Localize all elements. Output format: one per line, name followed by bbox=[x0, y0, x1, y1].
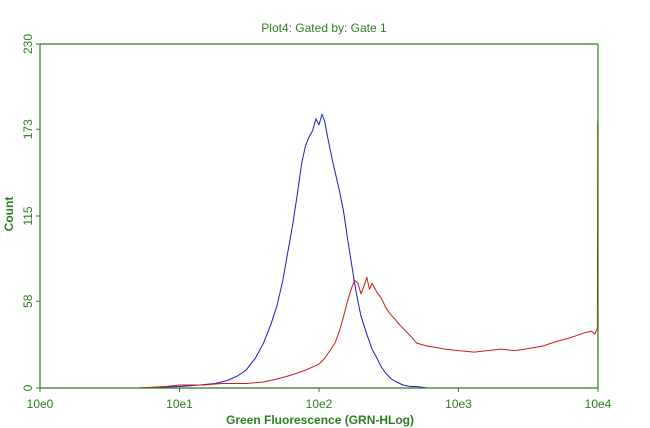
series-line-1 bbox=[40, 113, 598, 389]
x-tick-label: 10e0 bbox=[27, 397, 54, 411]
x-tick-label: 10e3 bbox=[445, 397, 472, 411]
series-line-2 bbox=[40, 121, 599, 389]
chart-title: Plot4: Gated by: Gate 1 bbox=[261, 21, 387, 35]
y-axis-label: Count bbox=[2, 197, 16, 232]
y-tick-label: 58 bbox=[21, 294, 35, 308]
y-tick-label: 0 bbox=[21, 384, 35, 391]
series-layer bbox=[40, 113, 599, 389]
y-tick-label: 115 bbox=[21, 206, 35, 225]
x-tick-label: 10e2 bbox=[306, 397, 333, 411]
x-tick-label: 10e4 bbox=[585, 397, 612, 411]
y-tick-label: 230 bbox=[21, 34, 35, 54]
x-axis-label: Green Fluorescence (GRN-HLog) bbox=[226, 413, 414, 427]
axes-layer bbox=[39, 43, 599, 389]
y-tick-label: 173 bbox=[21, 119, 35, 139]
ticks-layer: 10e0 10e1 10e2 10e3 10e4 0 58 115 173 230 bbox=[21, 34, 612, 411]
x-tick-label: 10e1 bbox=[166, 397, 193, 411]
